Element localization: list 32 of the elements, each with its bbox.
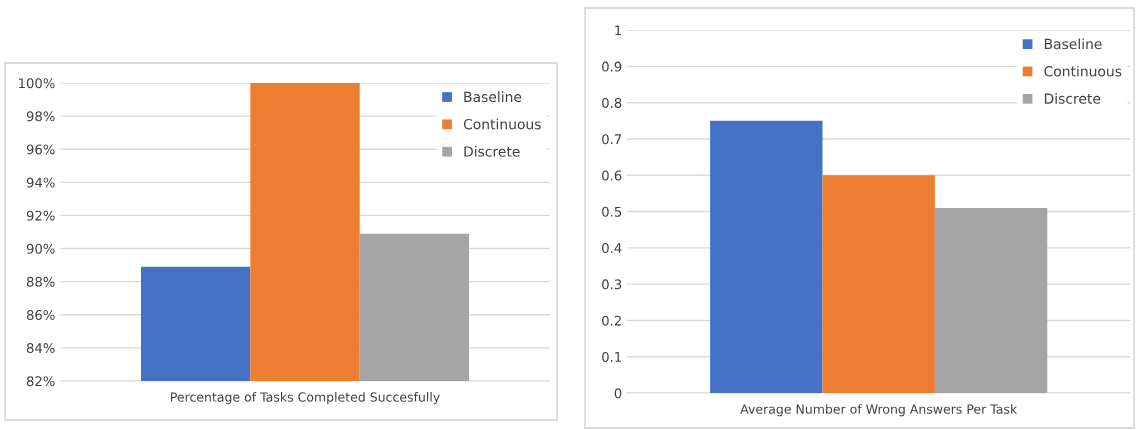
bar [710,120,823,394]
y-tick-label: 88% [26,276,55,287]
legend-label: Continuous [1044,65,1122,77]
y-tick-label: 94% [26,177,55,188]
bar [822,175,935,394]
y-tick-label: 0.7 [602,134,622,145]
y-tick-label: 0.4 [602,243,622,254]
y-tick-label: 100% [19,78,55,89]
y-tick-label: 82% [26,376,55,387]
x-tick-label: Percentage of Tasks Completed Succesfully [171,392,440,405]
y-tick-label: 0.6 [602,170,622,181]
x-tick-label: Average Number of Wrong Answers Per Task [740,404,1018,417]
y-tick-label: 86% [26,309,55,320]
bar [934,207,1048,394]
y-tick-label: 0.1 [602,351,621,362]
legend-label: Discrete [1044,93,1101,104]
y-tick-label: 0 [614,388,622,399]
y-tick-label: 84% [26,343,55,354]
y-tick-label: 0.2 [602,315,621,326]
y-tick-label: 90% [26,243,55,254]
legend-label: Continuous [463,118,541,130]
y-tick-label: 1 [615,25,621,36]
y-tick-label: 92% [26,210,55,221]
legend-label: Discrete [464,145,520,157]
legend-label: Baseline [464,91,522,103]
y-tick-label: 0.5 [602,206,622,217]
y-tick-label: 0.9 [602,61,622,72]
y-tick-label: 96% [26,144,55,155]
legend-label: Baseline [1044,38,1102,50]
y-tick-label: 0.3 [602,279,622,290]
y-tick-label: 0.8 [602,97,622,108]
y-tick-label: 98% [26,111,55,122]
